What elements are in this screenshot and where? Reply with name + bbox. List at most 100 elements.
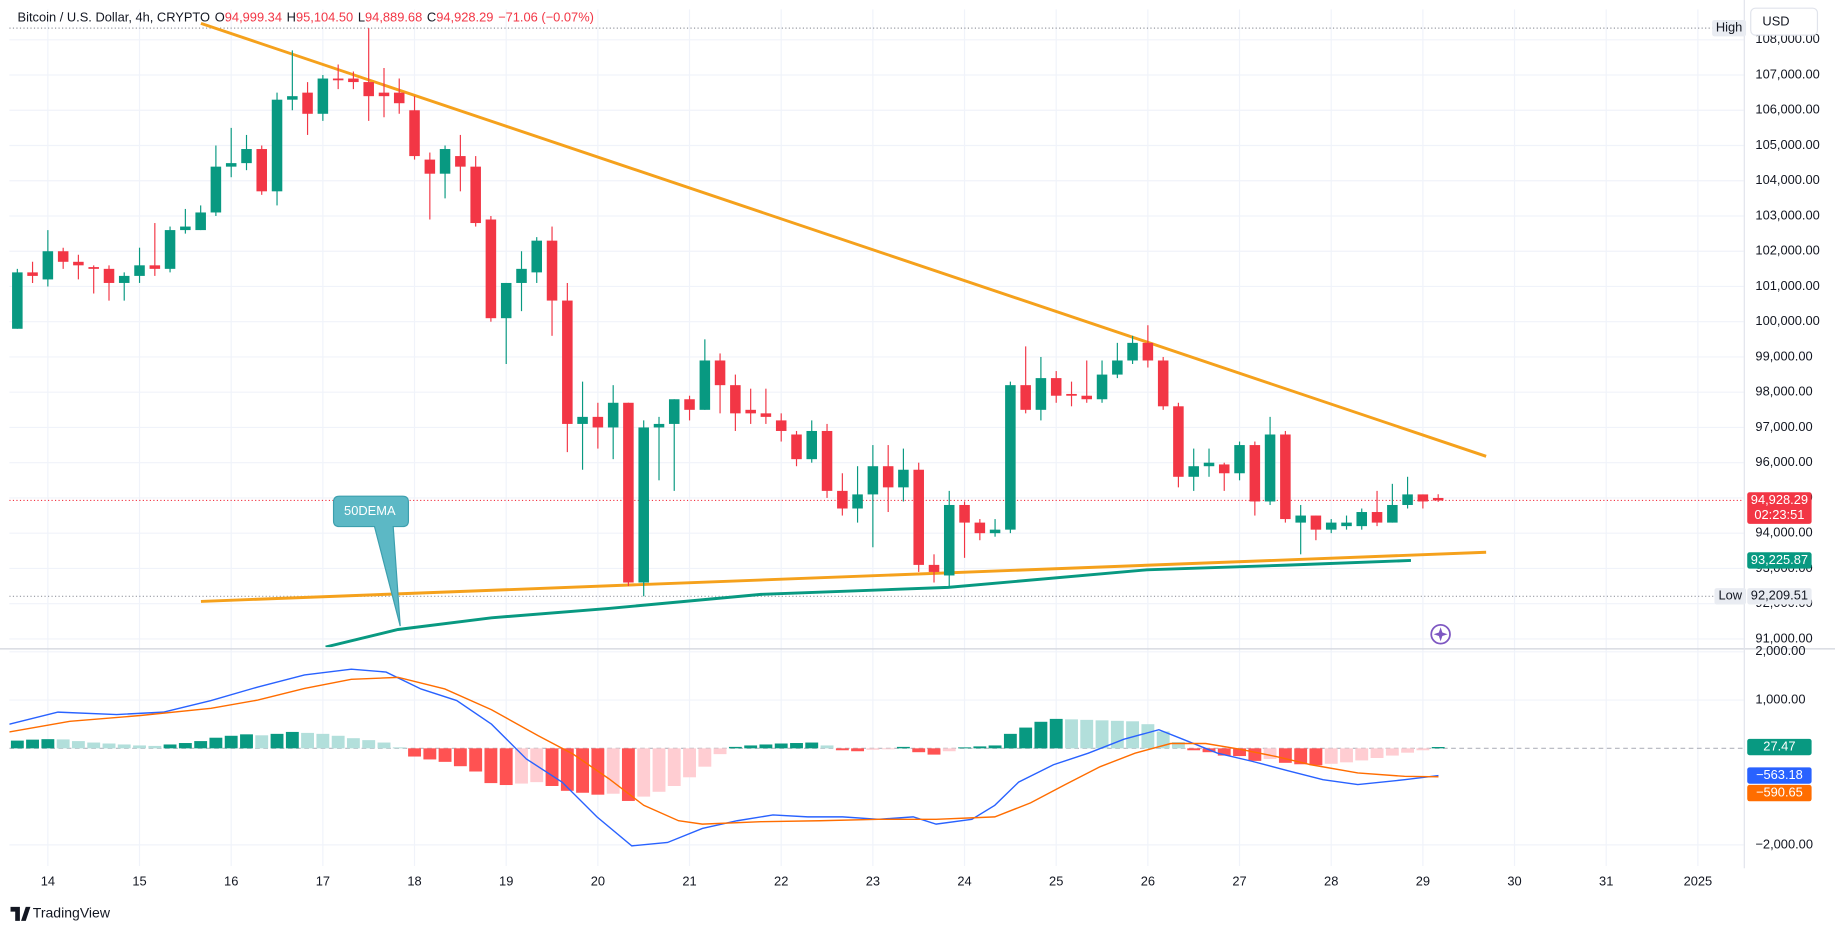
ema-callout: 50DEMA bbox=[332, 495, 410, 627]
alert-star[interactable] bbox=[1433, 627, 1448, 642]
histogram-bar bbox=[1080, 719, 1094, 749]
histogram-bar bbox=[560, 748, 574, 791]
candle-body bbox=[562, 300, 573, 424]
candle-body bbox=[1387, 504, 1398, 523]
brand[interactable]: TradingView bbox=[10, 905, 111, 921]
candle-body bbox=[760, 413, 772, 417]
histogram-bar bbox=[576, 748, 589, 793]
y-tick-label: −2,000.00 bbox=[1755, 836, 1813, 851]
histogram-bar bbox=[1431, 747, 1445, 749]
histogram-bar bbox=[621, 748, 635, 801]
histogram-bar bbox=[652, 748, 666, 792]
candle-body bbox=[837, 490, 848, 509]
candle-body bbox=[714, 360, 726, 386]
x-tick-label: 17 bbox=[316, 874, 330, 889]
histogram-bar bbox=[133, 745, 146, 749]
x-tick-label: 14 bbox=[41, 874, 55, 889]
price-pane bbox=[9, 22, 1744, 648]
histogram-bar bbox=[26, 739, 39, 749]
candle-body bbox=[791, 434, 802, 460]
histogram-bar bbox=[1126, 721, 1140, 749]
candle-body bbox=[1218, 464, 1230, 474]
histogram-bar bbox=[1217, 748, 1231, 756]
symbol: Bitcoin / U.S. Dollar, 4h, CRYPTO bbox=[18, 10, 211, 25]
candle-body bbox=[1096, 374, 1108, 400]
histogram-bar bbox=[453, 748, 467, 767]
low-tag-label: Low bbox=[1718, 588, 1742, 603]
histogram-bar bbox=[667, 748, 681, 786]
histogram-bar bbox=[683, 748, 696, 778]
candle-body bbox=[256, 149, 267, 192]
candle-body bbox=[485, 219, 497, 319]
candle-body bbox=[1020, 385, 1031, 410]
x-tick-label: 19 bbox=[499, 874, 513, 889]
candle-body bbox=[1112, 360, 1123, 375]
candle-body bbox=[1432, 497, 1444, 501]
histogram-bar bbox=[1049, 718, 1063, 749]
histogram-bar bbox=[637, 748, 651, 797]
histogram-bar bbox=[331, 735, 345, 749]
histogram-bar bbox=[866, 748, 880, 750]
macd-badge-label: −590.65 bbox=[1756, 784, 1803, 799]
candle-body bbox=[974, 522, 986, 534]
candle-body bbox=[12, 272, 23, 329]
histogram-bar bbox=[1263, 748, 1277, 759]
histogram-bar bbox=[713, 748, 727, 755]
histogram-bar bbox=[1385, 748, 1399, 756]
y-tick-label: 94,000.00 bbox=[1755, 525, 1812, 540]
candle-body bbox=[1035, 378, 1047, 410]
histogram-bar bbox=[1340, 748, 1353, 763]
histogram-bar bbox=[1370, 748, 1384, 758]
currency-button-box[interactable] bbox=[1750, 7, 1819, 36]
y-tick-label: 98,000.00 bbox=[1755, 384, 1812, 399]
brand-logo[interactable] bbox=[10, 906, 31, 921]
candle-body bbox=[302, 92, 313, 114]
histogram-bar bbox=[423, 748, 437, 760]
histogram-bar bbox=[744, 745, 758, 749]
y-tick-label: 2,000.00 bbox=[1755, 643, 1805, 658]
ohlc-value: 94,999.34 bbox=[225, 10, 282, 25]
histogram-bar bbox=[316, 733, 330, 749]
histogram-bar bbox=[209, 737, 223, 749]
histogram-bar bbox=[1309, 748, 1323, 766]
histogram-bar bbox=[942, 748, 956, 752]
histogram-bar bbox=[1034, 721, 1048, 749]
candle-body bbox=[1295, 515, 1306, 523]
histogram-bar bbox=[774, 743, 788, 749]
x-tick-label: 18 bbox=[407, 874, 421, 889]
histogram-bar bbox=[499, 748, 513, 786]
brand-name[interactable]: TradingView bbox=[33, 905, 111, 921]
candle-body bbox=[821, 430, 833, 491]
candle-body bbox=[164, 230, 176, 269]
candle-body bbox=[271, 99, 283, 192]
histogram-bar bbox=[881, 748, 895, 750]
histogram-bar bbox=[1019, 727, 1033, 749]
candle-body bbox=[775, 420, 787, 431]
candle-body bbox=[378, 92, 390, 97]
candle-body bbox=[1127, 342, 1138, 361]
candle-body bbox=[546, 240, 558, 301]
ohlc-key: O bbox=[215, 10, 225, 25]
histogram-bar bbox=[41, 739, 55, 749]
x-tick-label: 21 bbox=[682, 874, 696, 889]
candle-body bbox=[1173, 406, 1184, 477]
candle-body bbox=[470, 166, 481, 224]
macd-badge-label: 27.47 bbox=[1763, 738, 1795, 753]
candle-body bbox=[500, 282, 512, 319]
currency-label[interactable]: USD bbox=[1762, 14, 1789, 29]
candle-body bbox=[393, 92, 405, 104]
y-tick-label: 100,000.00 bbox=[1755, 313, 1819, 328]
histogram-bar bbox=[1187, 748, 1201, 751]
currency-button[interactable]: USD bbox=[1750, 7, 1819, 36]
histogram-bar bbox=[224, 735, 238, 749]
alert-icon[interactable] bbox=[1430, 624, 1451, 645]
price-badge-label: 02:23:51 bbox=[1754, 507, 1804, 522]
candle-body bbox=[287, 96, 298, 100]
histogram-bar bbox=[835, 748, 849, 751]
histogram-bar bbox=[255, 735, 269, 749]
candle-body bbox=[989, 529, 1001, 534]
candle-body bbox=[1371, 512, 1383, 523]
x-tick-label: 31 bbox=[1599, 874, 1613, 889]
candle-body bbox=[806, 430, 817, 460]
